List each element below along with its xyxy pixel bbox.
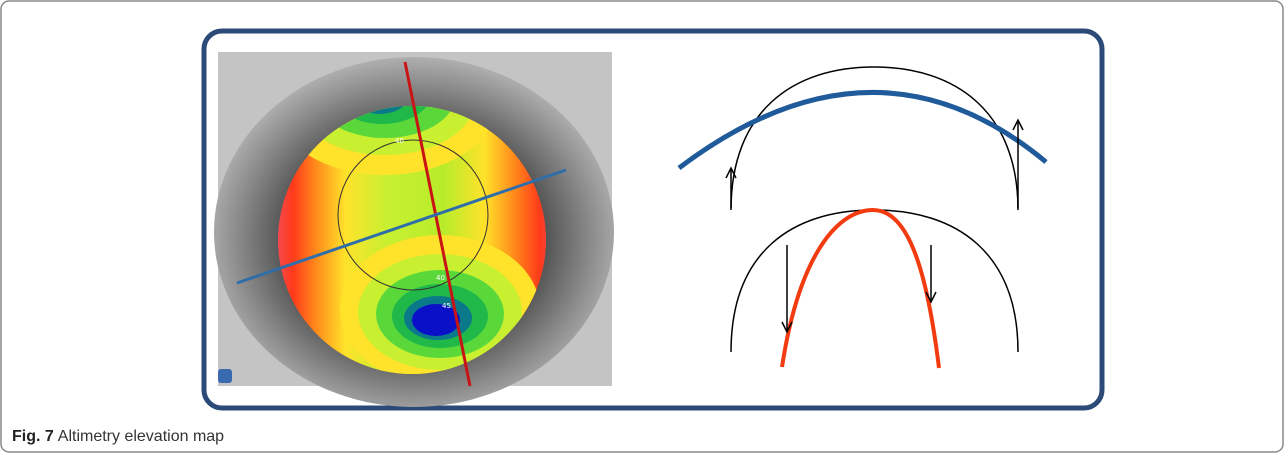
figure: 40 40 45	[0, 0, 1284, 453]
caption-text: Altimetry elevation map	[58, 428, 224, 445]
page: {"figure": {"label": "Fig. 7", "caption"…	[0, 0, 1284, 453]
map-label: 40	[395, 137, 404, 145]
map-label: 40	[436, 274, 445, 282]
figure-label: Fig. 7	[12, 428, 54, 445]
eye-image: 40 40 45	[214, 35, 614, 407]
map-label: 45	[442, 302, 451, 310]
